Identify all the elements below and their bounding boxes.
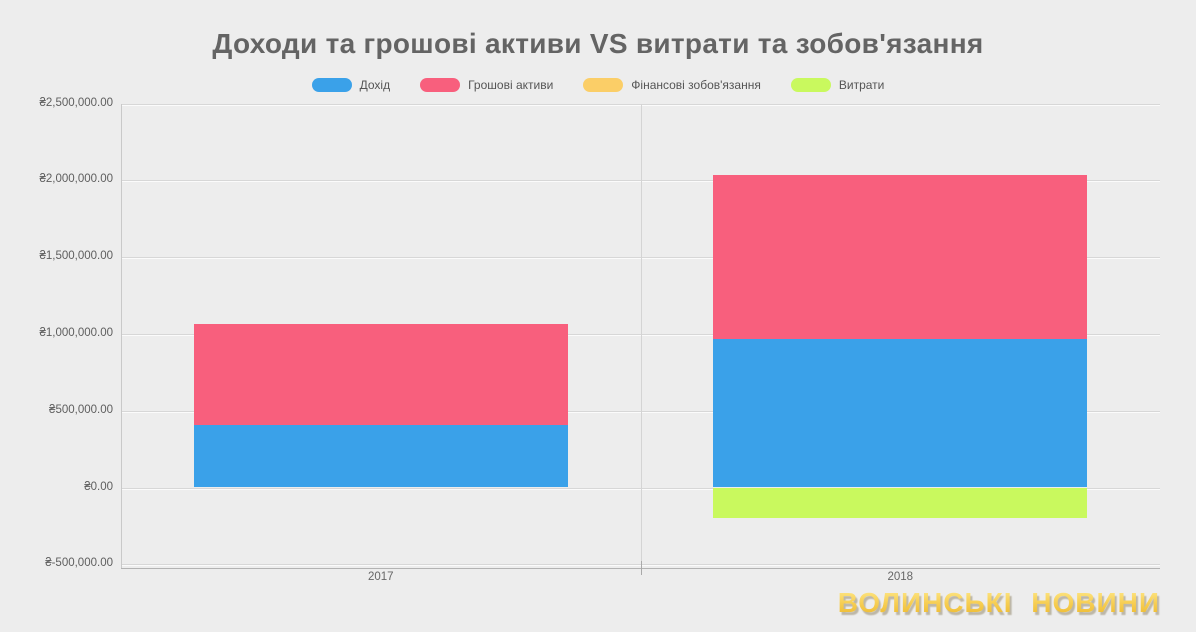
y-tick-label-5: ₴0.00 (84, 480, 113, 493)
y-tick-label-1: ₴2,000,000.00 (39, 173, 113, 186)
y-tick-label-6: ₴-500,000.00 (45, 557, 113, 570)
legend-swatch-icon (420, 78, 461, 92)
legend-swatch-icon (311, 78, 352, 92)
watermark-shadow: ВОЛИНСЬКІ НОВИНИ (840, 590, 1162, 622)
x-axis-tick (640, 561, 642, 575)
legend-label: Дохід (359, 78, 391, 92)
bar-2017-Грошові активи[interactable] (193, 323, 568, 426)
legend-item-2[interactable]: Фінансові зобов'язання (583, 78, 761, 92)
legend: Дохід Грошові активи Фінансові зобов'язанн… (0, 75, 1196, 95)
y-tick-label-0: ₴2,500,000.00 (39, 96, 113, 109)
bar-2018-Грошові активи[interactable] (713, 174, 1088, 340)
legend-label: Витрати (838, 78, 885, 92)
watermark-text: ВОЛИНСЬКІ НОВИНИ (837, 587, 1160, 618)
chart-title: Доходи та грошові активи VS витрати та з… (212, 28, 984, 59)
x-category-label-2018: 2018 (887, 571, 914, 583)
bar-2018-Дохід[interactable] (713, 339, 1088, 488)
y-axis-line (121, 103, 122, 568)
legend-item-1[interactable]: Грошові активи (420, 78, 553, 92)
bar-2017-Дохід[interactable] (193, 425, 568, 488)
x-category-label-2017: 2017 (367, 571, 394, 583)
legend-swatch-icon (583, 78, 624, 92)
y-tick-label-4: ₴500,000.00 (49, 403, 113, 416)
category-divider-gridline (640, 103, 642, 568)
bar-2018-Витрати[interactable] (713, 487, 1088, 519)
legend-item-0[interactable]: Дохід (311, 78, 391, 92)
y-tick-label-3: ₴1,000,000.00 (39, 326, 113, 339)
legend-swatch-icon (790, 78, 831, 92)
legend-label: Грошові активи (468, 78, 554, 92)
y-tick-label-2: ₴1,500,000.00 (39, 250, 113, 263)
watermark: ВОЛИНСЬКІ НОВИНИ ВОЛИНСЬКІ НОВИНИ (837, 587, 1162, 622)
legend-label: Фінансові зобов'язання (631, 78, 761, 92)
legend-item-3[interactable]: Витрати (790, 78, 885, 92)
